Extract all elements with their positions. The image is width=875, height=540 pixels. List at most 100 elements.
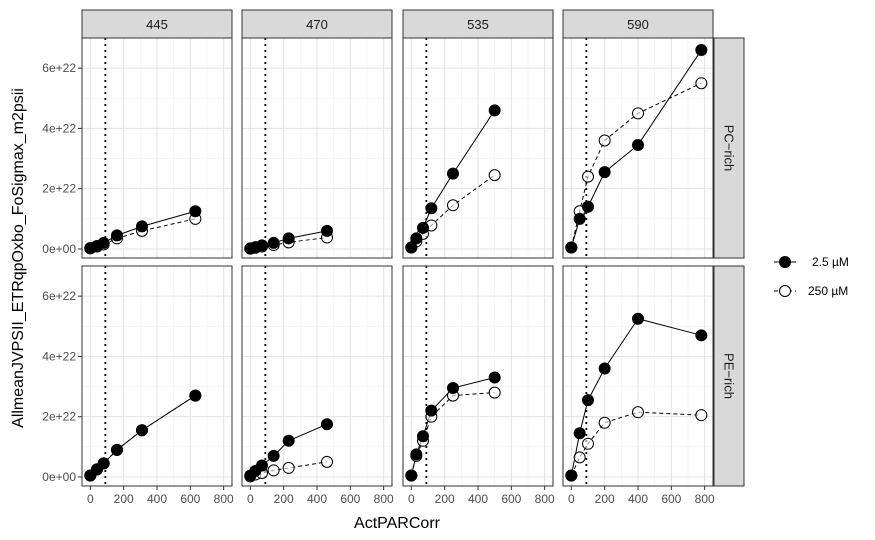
panel-pc-rich-535: [402, 37, 554, 259]
y-tick-label: 0e+00: [42, 242, 76, 256]
y-tick-label: 2e+22: [42, 410, 76, 424]
y-tick-label: 4e+22: [42, 349, 76, 363]
point-2-5uM: [136, 424, 148, 437]
point-250uM: [282, 461, 295, 474]
y-tick-label: 4e+22: [42, 121, 76, 135]
strip-col-535: [402, 9, 554, 39]
point-250uM: [695, 409, 708, 422]
point-2-5uM: [417, 221, 429, 234]
x-tick-label: 800: [374, 492, 394, 506]
y-axis-title: AllmeanJVPSII_ETRqpOxbo_FoSigmax_m2psii: [10, 88, 27, 428]
panel-pe-rich-590: [562, 265, 714, 487]
point-2-5uM: [405, 469, 418, 482]
point-250uM: [582, 170, 594, 183]
strip-row-label-pc-rich: PC−rich: [722, 125, 737, 172]
panel-pe-rich-470: [241, 265, 393, 487]
x-tick-label: 400: [628, 492, 648, 506]
ticks-layer: 0 200 400 600 800 0 200 400 600 800 0 200 400 600 800 0…: [42, 61, 715, 506]
point-2-5uM: [136, 220, 148, 233]
point-2-5uM: [282, 434, 295, 447]
x-tick-label: 800: [695, 492, 715, 506]
point-250uM: [488, 386, 501, 399]
point-250uM: [632, 406, 644, 419]
x-tick-label: 0: [568, 492, 575, 506]
point-2-5uM: [321, 418, 333, 431]
point-250uM: [267, 464, 280, 477]
panel-pe-rich-535: [402, 265, 554, 487]
x-tick-label: 200: [114, 492, 134, 506]
point-2-5uM: [111, 229, 123, 242]
point-2-5uM: [417, 430, 429, 443]
panel-pc-rich-470: [241, 37, 393, 259]
strip-col-label-590: 590: [627, 17, 649, 32]
y-tick-label: 2e+22: [42, 182, 76, 196]
legend-key-marker-2-5uM: [779, 256, 791, 268]
point-2-5uM: [97, 236, 110, 249]
point-2-5uM: [111, 443, 123, 456]
point-2-5uM: [410, 448, 423, 461]
point-2-5uM: [256, 239, 268, 252]
x-tick-label: 400: [468, 492, 488, 506]
point-2-5uM: [598, 166, 611, 179]
x-tick-label: 400: [147, 492, 167, 506]
x-tick-label: 400: [307, 492, 327, 506]
x-tick-label: 600: [340, 492, 360, 506]
x-tick-label: 0: [87, 492, 94, 506]
point-250uM: [573, 451, 586, 464]
point-2-5uM: [632, 312, 644, 325]
y-tick-label: 6e+22: [42, 289, 76, 303]
point-250uM: [488, 169, 501, 182]
x-tick-label: 800: [535, 492, 555, 506]
point-2-5uM: [488, 371, 501, 384]
strip-col-label-470: 470: [306, 17, 328, 32]
point-2-5uM: [573, 212, 586, 225]
x-tick-label: 200: [274, 492, 294, 506]
point-2-5uM: [282, 232, 295, 245]
strip-row-pc-rich: [713, 37, 745, 259]
x-tick-label: 600: [180, 492, 200, 506]
point-2-5uM: [565, 241, 578, 254]
point-2-5uM: [267, 449, 280, 462]
point-250uM: [447, 199, 459, 212]
strips-layer: 445 470 535 590 PC−rich PE−rich: [81, 9, 745, 487]
legend-label-2-5uM: 2.5 µM: [812, 255, 849, 269]
panel-pe-rich-445: [81, 265, 233, 487]
x-axis-title: ActPARCorr: [354, 515, 441, 532]
point-2-5uM: [582, 394, 594, 407]
legend-label-250uM: 250 µM: [808, 284, 848, 298]
series-line-2-5uM: [570, 318, 702, 476]
point-2-5uM: [573, 427, 586, 440]
strip-col-label-535: 535: [467, 17, 489, 32]
point-250uM: [695, 77, 708, 90]
point-2-5uM: [565, 469, 578, 482]
legend: 2.5 µM 250 µM: [774, 255, 849, 298]
point-2-5uM: [97, 457, 110, 470]
point-2-5uM: [189, 205, 202, 218]
x-tick-label: 600: [501, 492, 521, 506]
point-2-5uM: [425, 202, 438, 215]
point-2-5uM: [405, 241, 418, 254]
legend-key-marker-250uM: [779, 285, 791, 297]
x-tick-label: 600: [661, 492, 681, 506]
point-2-5uM: [598, 362, 611, 375]
point-250uM: [321, 455, 333, 468]
point-2-5uM: [425, 404, 438, 417]
x-tick-label: 200: [595, 492, 615, 506]
panel-pc-rich-590: [562, 37, 714, 259]
strip-col-470: [241, 9, 393, 39]
point-250uM: [632, 107, 644, 120]
strip-col-590: [562, 9, 714, 39]
panel-pc-rich-445: [81, 37, 233, 259]
point-2-5uM: [632, 138, 644, 151]
point-2-5uM: [695, 44, 708, 57]
strip-row-pe-rich: [713, 265, 745, 487]
point-2-5uM: [582, 200, 594, 213]
strip-col-445: [81, 9, 233, 39]
point-2-5uM: [410, 232, 423, 245]
point-2-5uM: [488, 104, 501, 117]
point-2-5uM: [447, 382, 459, 395]
x-tick-label: 0: [247, 492, 254, 506]
point-2-5uM: [321, 224, 333, 237]
panels-layer: [81, 37, 714, 487]
